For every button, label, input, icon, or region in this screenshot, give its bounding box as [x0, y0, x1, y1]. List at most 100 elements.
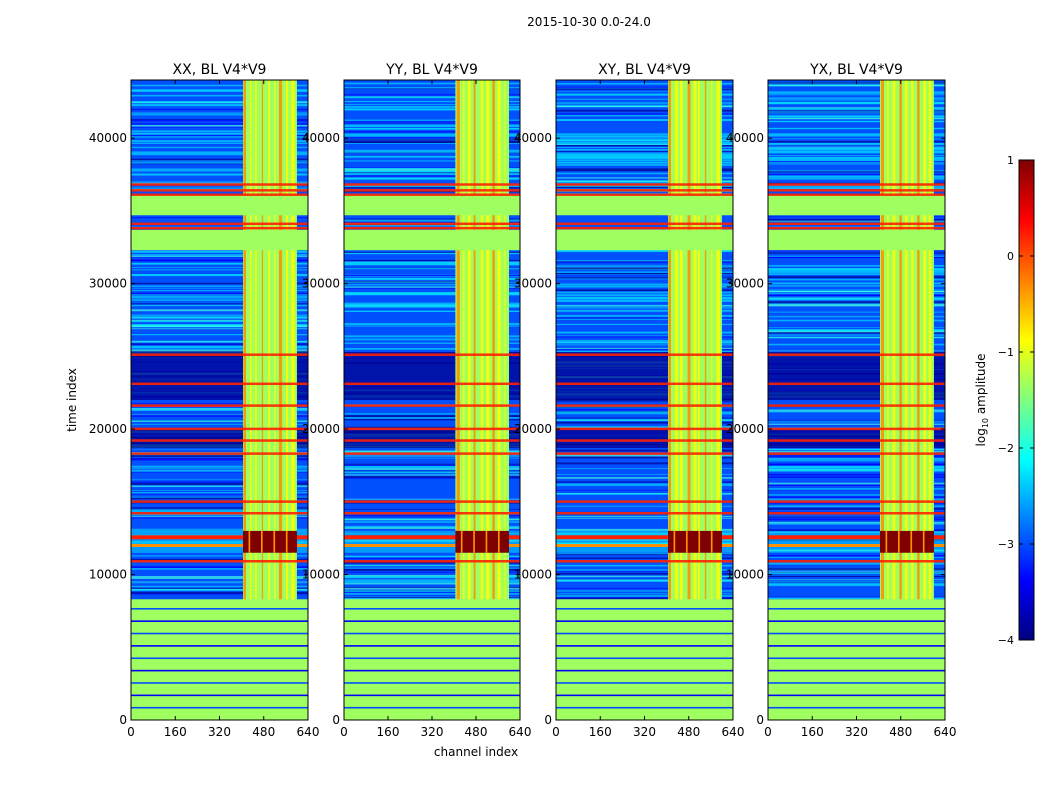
heatmap-row: [344, 88, 520, 90]
rfi-channel-stripe: [904, 80, 908, 720]
y-tick-label: 10000: [514, 568, 552, 582]
heatmap-row: [556, 289, 733, 292]
heatmap-row: [131, 323, 308, 326]
heatmap-row: [768, 505, 945, 508]
heatmap-row: [768, 583, 945, 585]
heatmap-row: [344, 286, 520, 288]
heatmap-row: [344, 578, 520, 580]
heatmap-row: [344, 156, 520, 158]
rfi-channel-stripe: [462, 80, 465, 720]
burst-gap: [698, 530, 701, 553]
heatmap-row: [768, 311, 945, 313]
red-band-line: [131, 189, 308, 192]
heatmap-row: [131, 497, 308, 500]
heatmap-row: [556, 515, 733, 518]
burst-line: [556, 544, 733, 547]
heatmap-row: [768, 115, 945, 117]
heatmap-row: [344, 169, 520, 172]
heatmap-row: [768, 176, 945, 178]
heatmap-row: [131, 465, 308, 468]
heatmap-row: [768, 292, 945, 294]
flag-gap-line: [768, 608, 945, 610]
rfi-channel-stripe: [668, 80, 671, 720]
burst-gap: [922, 530, 925, 553]
red-band-line: [131, 512, 308, 515]
heatmap-row: [768, 577, 945, 579]
red-band-line: [131, 226, 308, 230]
rfi-channel-stripe: [687, 80, 691, 720]
panel-title: YY, BL V4*V9: [385, 62, 478, 78]
heatmap-row: [556, 570, 733, 573]
heatmap-row: [768, 111, 945, 113]
red-band-line: [768, 382, 945, 386]
heatmap-row: [768, 516, 945, 518]
y-tick-label: 0: [332, 713, 340, 727]
heatmap-row: [131, 114, 308, 116]
heatmap-row: [344, 409, 520, 411]
heatmap-row: [344, 292, 520, 294]
heatmap-row: [556, 454, 733, 457]
heatmap-row: [131, 181, 308, 183]
flag-gap-line: [344, 632, 520, 635]
x-tick-label: 480: [677, 725, 700, 739]
heatmap-row: [344, 581, 520, 583]
heatmap-row: [768, 151, 945, 154]
panel-title: XX, BL V4*V9: [173, 62, 267, 78]
heatmap-row: [344, 131, 520, 133]
heatmap-row: [768, 400, 945, 402]
rfi-channel-stripe: [291, 80, 295, 720]
heatmap-row: [344, 96, 520, 98]
heatmap-row: [768, 133, 945, 135]
rfi-channel-stripe: [680, 80, 683, 720]
flag-gap-line: [556, 706, 733, 709]
y-tick-label: 0: [119, 713, 127, 727]
heatmap-row: [768, 499, 945, 501]
flag-gap-line: [344, 682, 520, 684]
heatmap-row: [768, 455, 945, 458]
flag-gap-line: [131, 682, 308, 684]
heatmap-row: [768, 91, 945, 93]
heatmap-row: [344, 451, 520, 453]
red-band-line: [768, 427, 945, 431]
heatmap-row: [768, 268, 945, 271]
heatmap-row: [131, 151, 308, 153]
red-band-line: [768, 222, 945, 226]
heatmap-row: [344, 342, 520, 344]
red-band-line: [131, 452, 308, 455]
heatmap-row: [344, 574, 520, 577]
heatmap-row: [344, 219, 520, 222]
heatmap-row: [556, 575, 733, 578]
heatmap-row: [768, 476, 945, 478]
heatmap-image: [131, 80, 308, 720]
red-band-line: [131, 500, 308, 503]
heatmap-row: [344, 251, 520, 253]
heatmap-row: [131, 578, 308, 579]
heatmap-row: [131, 507, 308, 509]
heatmap-row: [131, 469, 308, 472]
burst-gap: [710, 530, 713, 553]
x-tick-label: 160: [377, 725, 400, 739]
heatmap-row: [131, 257, 308, 260]
rfi-channel-stripe: [698, 80, 700, 720]
flag-gap-line: [768, 669, 945, 672]
heatmap-row: [344, 527, 520, 529]
red-band-line: [768, 452, 945, 455]
heatmap-row: [344, 303, 520, 305]
heatmap-row: [131, 123, 308, 125]
heatmap-row: [344, 253, 520, 255]
heatmap-row: [556, 557, 733, 559]
heatmap-row: [556, 319, 733, 320]
heatmap-row: [131, 458, 308, 461]
heatmap-row: [344, 417, 520, 420]
red-band-line: [344, 353, 520, 356]
rfi-channel-stripe: [243, 80, 247, 720]
panel-1: YY, BL V4*V9 0 160 320 480 640 0 10000 20000 3000…: [302, 62, 532, 739]
flag-gap-line: [768, 706, 945, 709]
x-tick-label: 0: [552, 725, 560, 739]
heatmap-row: [768, 142, 945, 145]
y-tick-label: 10000: [726, 568, 764, 582]
heatmap-row: [131, 588, 308, 589]
heatmap-row: [556, 569, 733, 572]
heatmap-row: [556, 346, 733, 349]
heatmap-row: [768, 290, 945, 293]
